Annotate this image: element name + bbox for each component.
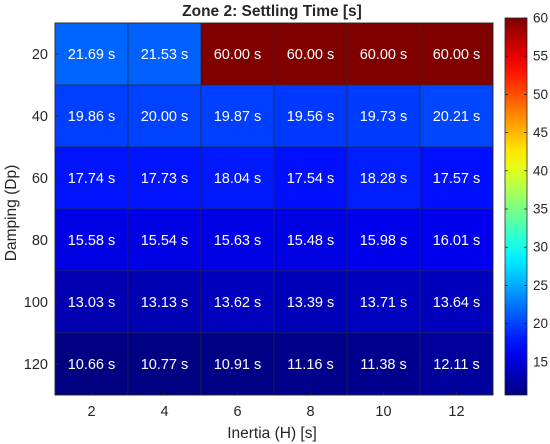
heatmap-cell [346, 146, 421, 210]
colorbar-tick-label: 50 [533, 87, 548, 102]
heatmap-cell [346, 332, 421, 396]
x-tick-label: 6 [233, 404, 241, 420]
heatmap-cell [273, 208, 348, 272]
x-axis-label: Inertia (H) [s] [227, 425, 317, 442]
cell-value-label: 19.56 s [287, 109, 335, 125]
colorbar-tick-label: 45 [533, 125, 548, 140]
colorbar-tick-label: 55 [533, 49, 548, 64]
heatmap-cell [419, 146, 494, 210]
cell-value-label: 11.16 s [287, 357, 334, 373]
cell-value-label: 17.74 s [68, 171, 116, 187]
cell-value-label: 13.13 s [141, 295, 189, 311]
x-tick-label: 12 [448, 404, 464, 420]
heatmap-cell [200, 208, 275, 272]
cell-value-label: 60.00 s [360, 47, 408, 63]
heatmap-cell [54, 146, 129, 210]
colorbar-tick-label: 20 [533, 316, 548, 331]
cell-value-label: 17.54 s [287, 171, 335, 187]
heatmap-cell [54, 22, 129, 86]
colorbar-tick-label: 25 [533, 278, 548, 293]
y-tick-label: 80 [32, 233, 48, 249]
cell-value-label: 18.04 s [214, 171, 262, 187]
heatmap-cell [200, 146, 275, 210]
cell-value-label: 16.01 s [433, 233, 481, 249]
heatmap-cell [273, 22, 348, 86]
cell-value-label: 15.58 s [68, 233, 116, 249]
heatmap-cell [419, 84, 494, 148]
heatmap-cell [127, 84, 202, 148]
heatmap-cell [54, 208, 129, 272]
cell-value-label: 10.77 s [141, 357, 189, 373]
x-axis-ticks: 2 4 6 8 10 12 [87, 391, 465, 420]
colorbar-tick-label: 30 [533, 240, 548, 255]
cell-value-label: 15.63 s [214, 233, 262, 249]
colorbar-tick-label: 40 [533, 163, 548, 178]
cell-value-label: 60.00 s [287, 47, 335, 63]
cell-value-label: 10.66 s [68, 357, 116, 373]
cell-value-label: 18.28 s [360, 171, 408, 187]
cell-value-label: 15.54 s [141, 233, 189, 249]
colorbar-tick-label: 35 [533, 202, 548, 217]
heatmap-cell [273, 270, 348, 334]
y-tick-label: 20 [32, 47, 48, 63]
cell-value-label: 21.53 s [141, 47, 189, 63]
x-tick-label: 2 [87, 404, 95, 420]
colorbar: 15 20 25 30 35 40 45 50 55 60 [504, 11, 548, 396]
y-tick-label: 40 [32, 109, 48, 125]
cell-value-label: 13.64 s [433, 295, 481, 311]
cell-value-label: 13.03 s [68, 295, 116, 311]
heatmap-cell [54, 332, 129, 396]
x-tick-label: 4 [160, 404, 168, 420]
cell-value-label: 60.00 s [214, 47, 262, 63]
heatmap-cell [419, 22, 494, 86]
heatmap-cell [200, 270, 275, 334]
y-axis-ticks: 20 40 60 80 100 120 [24, 47, 59, 373]
y-tick-label: 100 [24, 295, 48, 311]
cell-value-label: 19.73 s [360, 109, 408, 125]
cell-value-label: 15.98 s [360, 233, 408, 249]
cell-value-label: 12.11 s [433, 357, 480, 373]
colorbar-tick-label: 60 [533, 11, 548, 26]
heatmap-cell [273, 146, 348, 210]
y-axis-label: Damping (Dp) [3, 165, 20, 261]
heatmap-cell [127, 22, 202, 86]
heatmap-cells: 21.69 s 21.53 s 60.00 s 60.00 s 60.00 s 60.00… [54, 22, 494, 396]
cell-value-label: 21.69 s [68, 47, 116, 63]
cell-value-label: 19.86 s [68, 109, 116, 125]
heatmap-cell [127, 208, 202, 272]
cell-value-label: 60.00 s [433, 47, 481, 63]
cell-value-label: 13.39 s [287, 295, 335, 311]
cell-value-label: 20.00 s [141, 109, 189, 125]
cell-value-label: 13.62 s [214, 295, 262, 311]
cell-value-label: 17.73 s [141, 171, 189, 187]
cell-value-label: 13.71 s [360, 295, 408, 311]
cell-value-label: 17.57 s [433, 171, 481, 187]
plot-frame [54, 22, 494, 396]
heatmap-cell [273, 84, 348, 148]
chart-title: Zone 2: Settling Time [s] [182, 3, 362, 20]
y-tick-label: 60 [32, 171, 48, 187]
heatmap-cell [346, 208, 421, 272]
cell-value-label: 19.87 s [214, 109, 262, 125]
heatmap-cell [346, 270, 421, 334]
heatmap-cell [346, 22, 421, 86]
colorbar-gradient [504, 17, 528, 396]
heatmap-cell [54, 270, 129, 334]
cell-value-label: 15.48 s [287, 233, 335, 249]
x-tick-label: 8 [306, 404, 314, 420]
cell-value-label: 10.91 s [214, 357, 262, 373]
x-tick-label: 10 [375, 404, 391, 420]
cell-value-label: 20.21 s [433, 109, 481, 125]
colorbar-tick-label: 15 [533, 354, 548, 369]
heatmap-cell [127, 146, 202, 210]
cell-value-label: 11.38 s [360, 357, 407, 373]
y-tick-label: 120 [24, 357, 48, 373]
heatmap-cell [419, 332, 494, 396]
